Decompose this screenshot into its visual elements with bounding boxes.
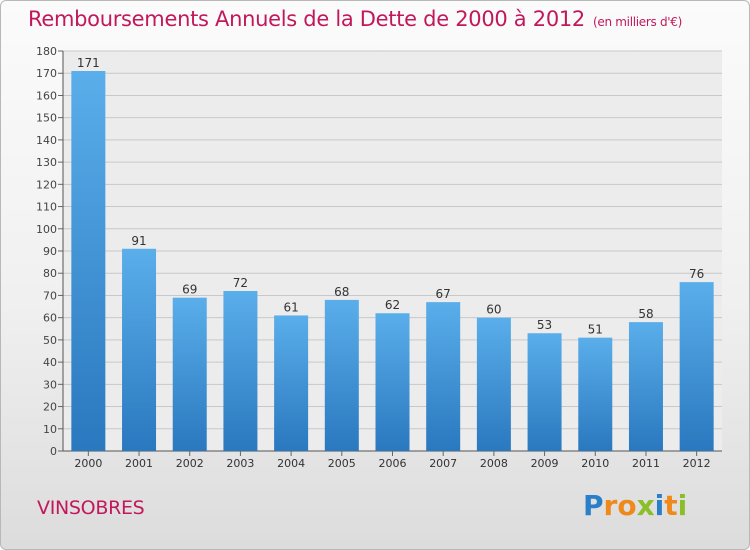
data-label-2009: 53 bbox=[537, 318, 552, 332]
y-tick-label: 160 bbox=[36, 89, 57, 102]
data-label-2000: 171 bbox=[77, 56, 100, 70]
y-tick-label: 150 bbox=[36, 112, 57, 125]
bar-2004 bbox=[274, 315, 309, 451]
x-tick-label-2003: 2003 bbox=[226, 457, 254, 470]
location-label: VINSOBRES bbox=[37, 497, 145, 519]
y-tick-label: 50 bbox=[43, 334, 57, 347]
data-label-2011: 58 bbox=[638, 307, 653, 321]
y-tick-label: 170 bbox=[36, 67, 57, 80]
x-tick-label-2001: 2001 bbox=[125, 457, 153, 470]
y-tick-label: 30 bbox=[43, 378, 57, 391]
data-label-2008: 60 bbox=[486, 303, 501, 317]
x-tick-label-2002: 2002 bbox=[176, 457, 204, 470]
bars-layer bbox=[71, 71, 714, 451]
bar-2002 bbox=[172, 297, 207, 451]
y-tick-label: 180 bbox=[36, 45, 57, 58]
bar-2000 bbox=[71, 71, 106, 451]
chart-title-text: Remboursements Annuels de la Dette de 20… bbox=[28, 7, 585, 31]
data-label-2002: 69 bbox=[182, 283, 197, 297]
y-tick-label: 40 bbox=[43, 356, 57, 369]
bar-2010 bbox=[578, 337, 613, 451]
y-tick-label: 100 bbox=[36, 223, 57, 236]
proxiti-logo: Proxiti bbox=[583, 489, 687, 522]
logo-letter: i bbox=[677, 489, 688, 522]
y-tick-label: 110 bbox=[36, 201, 57, 214]
bar-2005 bbox=[324, 299, 359, 451]
logo-letter: o bbox=[617, 489, 637, 522]
y-tick-label: 130 bbox=[36, 156, 57, 169]
bar-2007 bbox=[426, 302, 461, 451]
x-tick-label-2004: 2004 bbox=[277, 457, 305, 470]
logo-letter: P bbox=[583, 489, 604, 522]
data-label-2003: 72 bbox=[233, 276, 248, 290]
data-label-2012: 76 bbox=[689, 267, 704, 281]
y-tick-label: 0 bbox=[50, 445, 57, 458]
y-tick-label: 120 bbox=[36, 178, 57, 191]
chart-title: Remboursements Annuels de la Dette de 20… bbox=[28, 7, 682, 31]
data-label-2004: 61 bbox=[283, 300, 298, 314]
x-tick-label-2007: 2007 bbox=[429, 457, 457, 470]
y-tick-label: 70 bbox=[43, 289, 57, 302]
x-tick-label-2000: 2000 bbox=[74, 457, 102, 470]
logo-letter: r bbox=[603, 489, 618, 522]
bar-2012 bbox=[679, 282, 714, 451]
y-tick-label: 80 bbox=[43, 267, 57, 280]
data-label-2001: 91 bbox=[131, 234, 146, 248]
y-tick-label: 10 bbox=[43, 423, 57, 436]
x-tick-label-2012: 2012 bbox=[683, 457, 711, 470]
bar-2008 bbox=[476, 317, 511, 451]
y-tick-label: 140 bbox=[36, 134, 57, 147]
x-tick-label-2008: 2008 bbox=[480, 457, 508, 470]
x-tick-label-2009: 2009 bbox=[531, 457, 559, 470]
data-label-2010: 51 bbox=[588, 323, 603, 337]
data-label-2005: 68 bbox=[334, 285, 349, 299]
bar-2011 bbox=[628, 322, 663, 451]
bar-2006 bbox=[375, 313, 410, 451]
x-tick-label-2006: 2006 bbox=[379, 457, 407, 470]
bar-2003 bbox=[223, 291, 258, 451]
logo-letter: i bbox=[654, 489, 665, 522]
x-tick-label-2011: 2011 bbox=[632, 457, 660, 470]
y-tick-label: 20 bbox=[43, 401, 57, 414]
bar-2009 bbox=[527, 333, 562, 451]
logo-letter: t bbox=[664, 489, 678, 522]
bar-2001 bbox=[122, 248, 157, 451]
logo-letter: x bbox=[636, 489, 655, 522]
x-tick-label-2010: 2010 bbox=[581, 457, 609, 470]
data-label-2007: 67 bbox=[436, 287, 451, 301]
labels-layer: 0 10 20 30 40 50 60 70 80 90 100 110 120 130 140 150 160… bbox=[36, 45, 711, 470]
y-tick-label: 90 bbox=[43, 245, 57, 258]
x-tick-label-2005: 2005 bbox=[328, 457, 356, 470]
data-label-2006: 62 bbox=[385, 298, 400, 312]
chart-subtitle: (en milliers d'€) bbox=[593, 15, 683, 29]
y-tick-label: 60 bbox=[43, 312, 57, 325]
